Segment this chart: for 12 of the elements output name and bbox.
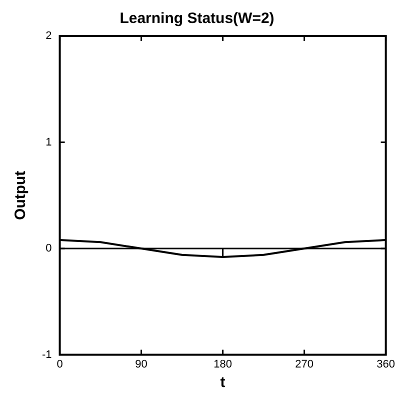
- x-tick-label: 180: [214, 358, 232, 370]
- x-tick-label: 360: [376, 358, 396, 370]
- y-tick-label: 0: [46, 242, 52, 255]
- y-tick-label: -1: [42, 348, 52, 361]
- y-tick-label: 2: [46, 30, 52, 42]
- y-tick-label: 1: [46, 136, 52, 148]
- x-tick-label: 90: [135, 358, 148, 370]
- x-axis-title: t: [220, 374, 226, 392]
- x-tick-label: 270: [295, 358, 314, 370]
- x-tick-label: 0: [56, 358, 63, 370]
- chart-title: Learning Status(W=2): [120, 10, 274, 28]
- y-axis-title: Output: [12, 170, 30, 220]
